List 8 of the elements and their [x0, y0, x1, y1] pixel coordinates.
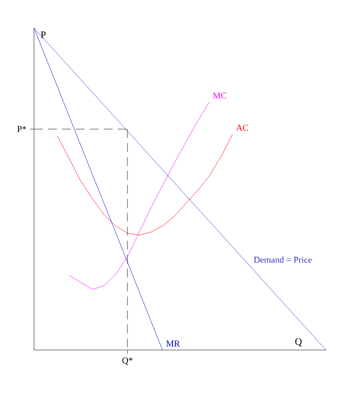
series-label: MR: [166, 340, 180, 346]
x-axis-title: Q: [295, 338, 302, 346]
text: Q*: [122, 358, 132, 365]
series-label: Demand = Price: [254, 256, 312, 263]
series-label: MC: [212, 92, 226, 99]
series-label: AC: [236, 124, 248, 131]
y-axis-title: P: [40, 32, 46, 38]
text: P*: [17, 126, 26, 132]
